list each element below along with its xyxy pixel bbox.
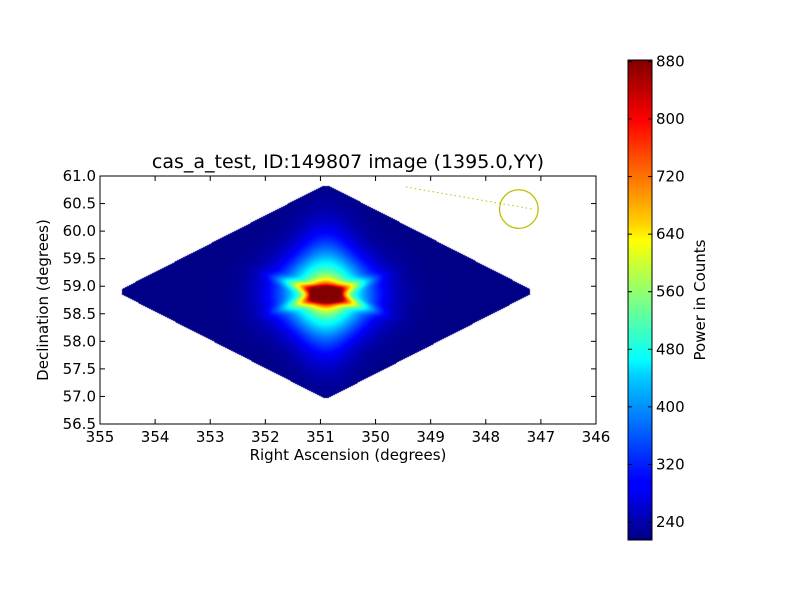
x-tick-label: 353 bbox=[196, 428, 225, 446]
y-tick-label: 59.0 bbox=[63, 277, 96, 295]
colorbar-tick-label: 640 bbox=[656, 225, 685, 243]
y-tick-label: 58.5 bbox=[63, 305, 96, 323]
plot-frame bbox=[99, 175, 597, 425]
x-tick-label: 355 bbox=[86, 428, 115, 446]
y-tick-label: 59.5 bbox=[63, 250, 96, 268]
y-tick-label: 60.5 bbox=[63, 195, 96, 213]
x-tick-label: 354 bbox=[141, 428, 170, 446]
colorbar bbox=[627, 59, 653, 541]
y-tick-label: 57.0 bbox=[63, 387, 96, 405]
colorbar-tick-label: 400 bbox=[656, 398, 685, 416]
y-tick-label: 61.0 bbox=[63, 167, 96, 185]
x-tick-label: 348 bbox=[471, 428, 500, 446]
marker-line bbox=[405, 186, 533, 210]
y-tick-label: 58.0 bbox=[63, 332, 96, 350]
y-tick-label: 57.5 bbox=[63, 360, 96, 378]
colorbar-tick-label: 880 bbox=[656, 52, 685, 70]
source-marker-circle bbox=[498, 189, 539, 230]
x-tick-label: 350 bbox=[361, 428, 390, 446]
colorbar-tick-label: 480 bbox=[656, 340, 685, 358]
y-axis-ticks: 56.5 57.0 57.5 58.0 58.5 59.0 59.5 60.0 60.5 61.0 bbox=[63, 167, 596, 433]
heatmap-image bbox=[100, 176, 596, 424]
x-tick-label: 352 bbox=[251, 428, 280, 446]
x-tick-label: 346 bbox=[582, 428, 611, 446]
colorbar-tick-label: 560 bbox=[656, 283, 685, 301]
chart-title: cas_a_test, ID:149807 image (1395.0,YY) bbox=[152, 151, 544, 173]
x-axis-ticks: 355 354 353 352 351 350 349 348 347 346 bbox=[86, 176, 611, 446]
colorbar-tick-label: 800 bbox=[656, 110, 685, 128]
x-tick-label: 349 bbox=[416, 428, 445, 446]
x-axis-label: Right Ascension (degrees) bbox=[250, 446, 447, 464]
colorbar-tick-label: 720 bbox=[656, 168, 685, 186]
y-tick-label: 56.5 bbox=[63, 415, 96, 433]
colorbar-tick-label: 240 bbox=[656, 513, 685, 531]
colorbar-tick-label: 320 bbox=[656, 455, 685, 473]
x-tick-label: 347 bbox=[527, 428, 556, 446]
colorbar-label: Power in Counts bbox=[691, 239, 709, 360]
colorbar-ticks: 240 320 400 480 560 640 720 800 880 bbox=[628, 52, 685, 531]
x-tick-label: 351 bbox=[306, 428, 335, 446]
y-tick-label: 60.0 bbox=[63, 222, 96, 240]
y-axis-label: Declination (degrees) bbox=[34, 219, 52, 381]
